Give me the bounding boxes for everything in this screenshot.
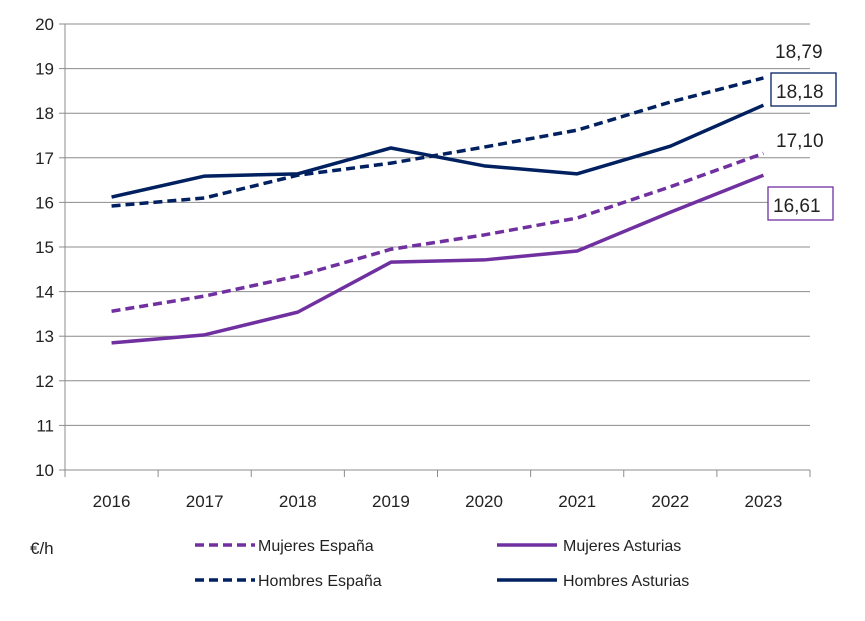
y-tick-label: 10 (35, 461, 54, 480)
series-line-3 (111, 103, 765, 199)
x-tick-label: 2016 (93, 492, 131, 511)
series-line-1 (111, 173, 765, 345)
x-tick-label: 2023 (745, 492, 783, 511)
y-tick-label: 14 (35, 283, 54, 302)
x-tick-label: 2020 (465, 492, 503, 511)
data-label: 18,18 (776, 82, 824, 103)
series-lines (111, 76, 765, 345)
x-tick-label: 2019 (372, 492, 410, 511)
y-tick-label: 20 (35, 15, 54, 34)
y-tick-label: 18 (35, 104, 54, 123)
y-tick-label: 12 (35, 372, 54, 391)
data-label: 18,79 (775, 42, 823, 63)
x-tick-label: 2021 (558, 492, 596, 511)
data-label: 16,61 (773, 196, 821, 217)
series-line-2 (111, 76, 764, 208)
y-tick-label: 11 (36, 416, 54, 435)
legend-label: Mujeres España (258, 538, 374, 555)
data-label-box (770, 72, 837, 107)
y-tick-label: 13 (35, 327, 54, 346)
data-label-box (767, 186, 834, 221)
x-tick-label: 2018 (279, 492, 317, 511)
gridlines (65, 23, 810, 426)
legend-label: Hombres Asturias (563, 573, 689, 590)
y-tick-label: 15 (35, 238, 54, 257)
unit-label: €/h (30, 539, 54, 558)
data-label: 17,10 (776, 131, 824, 152)
data-labels: 17,10 16,61 18,79 18,18 (767, 42, 837, 221)
y-tick-label: 19 (35, 60, 54, 79)
x-tick-label: 2017 (186, 492, 224, 511)
axes: 10 11 12 13 14 15 16 17 18 19 20 2016 2017 2018 2019 20… (35, 15, 811, 511)
legend-label: Mujeres Asturias (563, 538, 681, 555)
legend: Mujeres España Mujeres Asturias Hombres Es… (195, 538, 689, 590)
y-tick-label: 16 (35, 193, 54, 212)
y-tick-label: 17 (35, 149, 54, 168)
legend-label: Hombres España (258, 573, 382, 590)
x-tick-label: 2022 (651, 492, 689, 511)
